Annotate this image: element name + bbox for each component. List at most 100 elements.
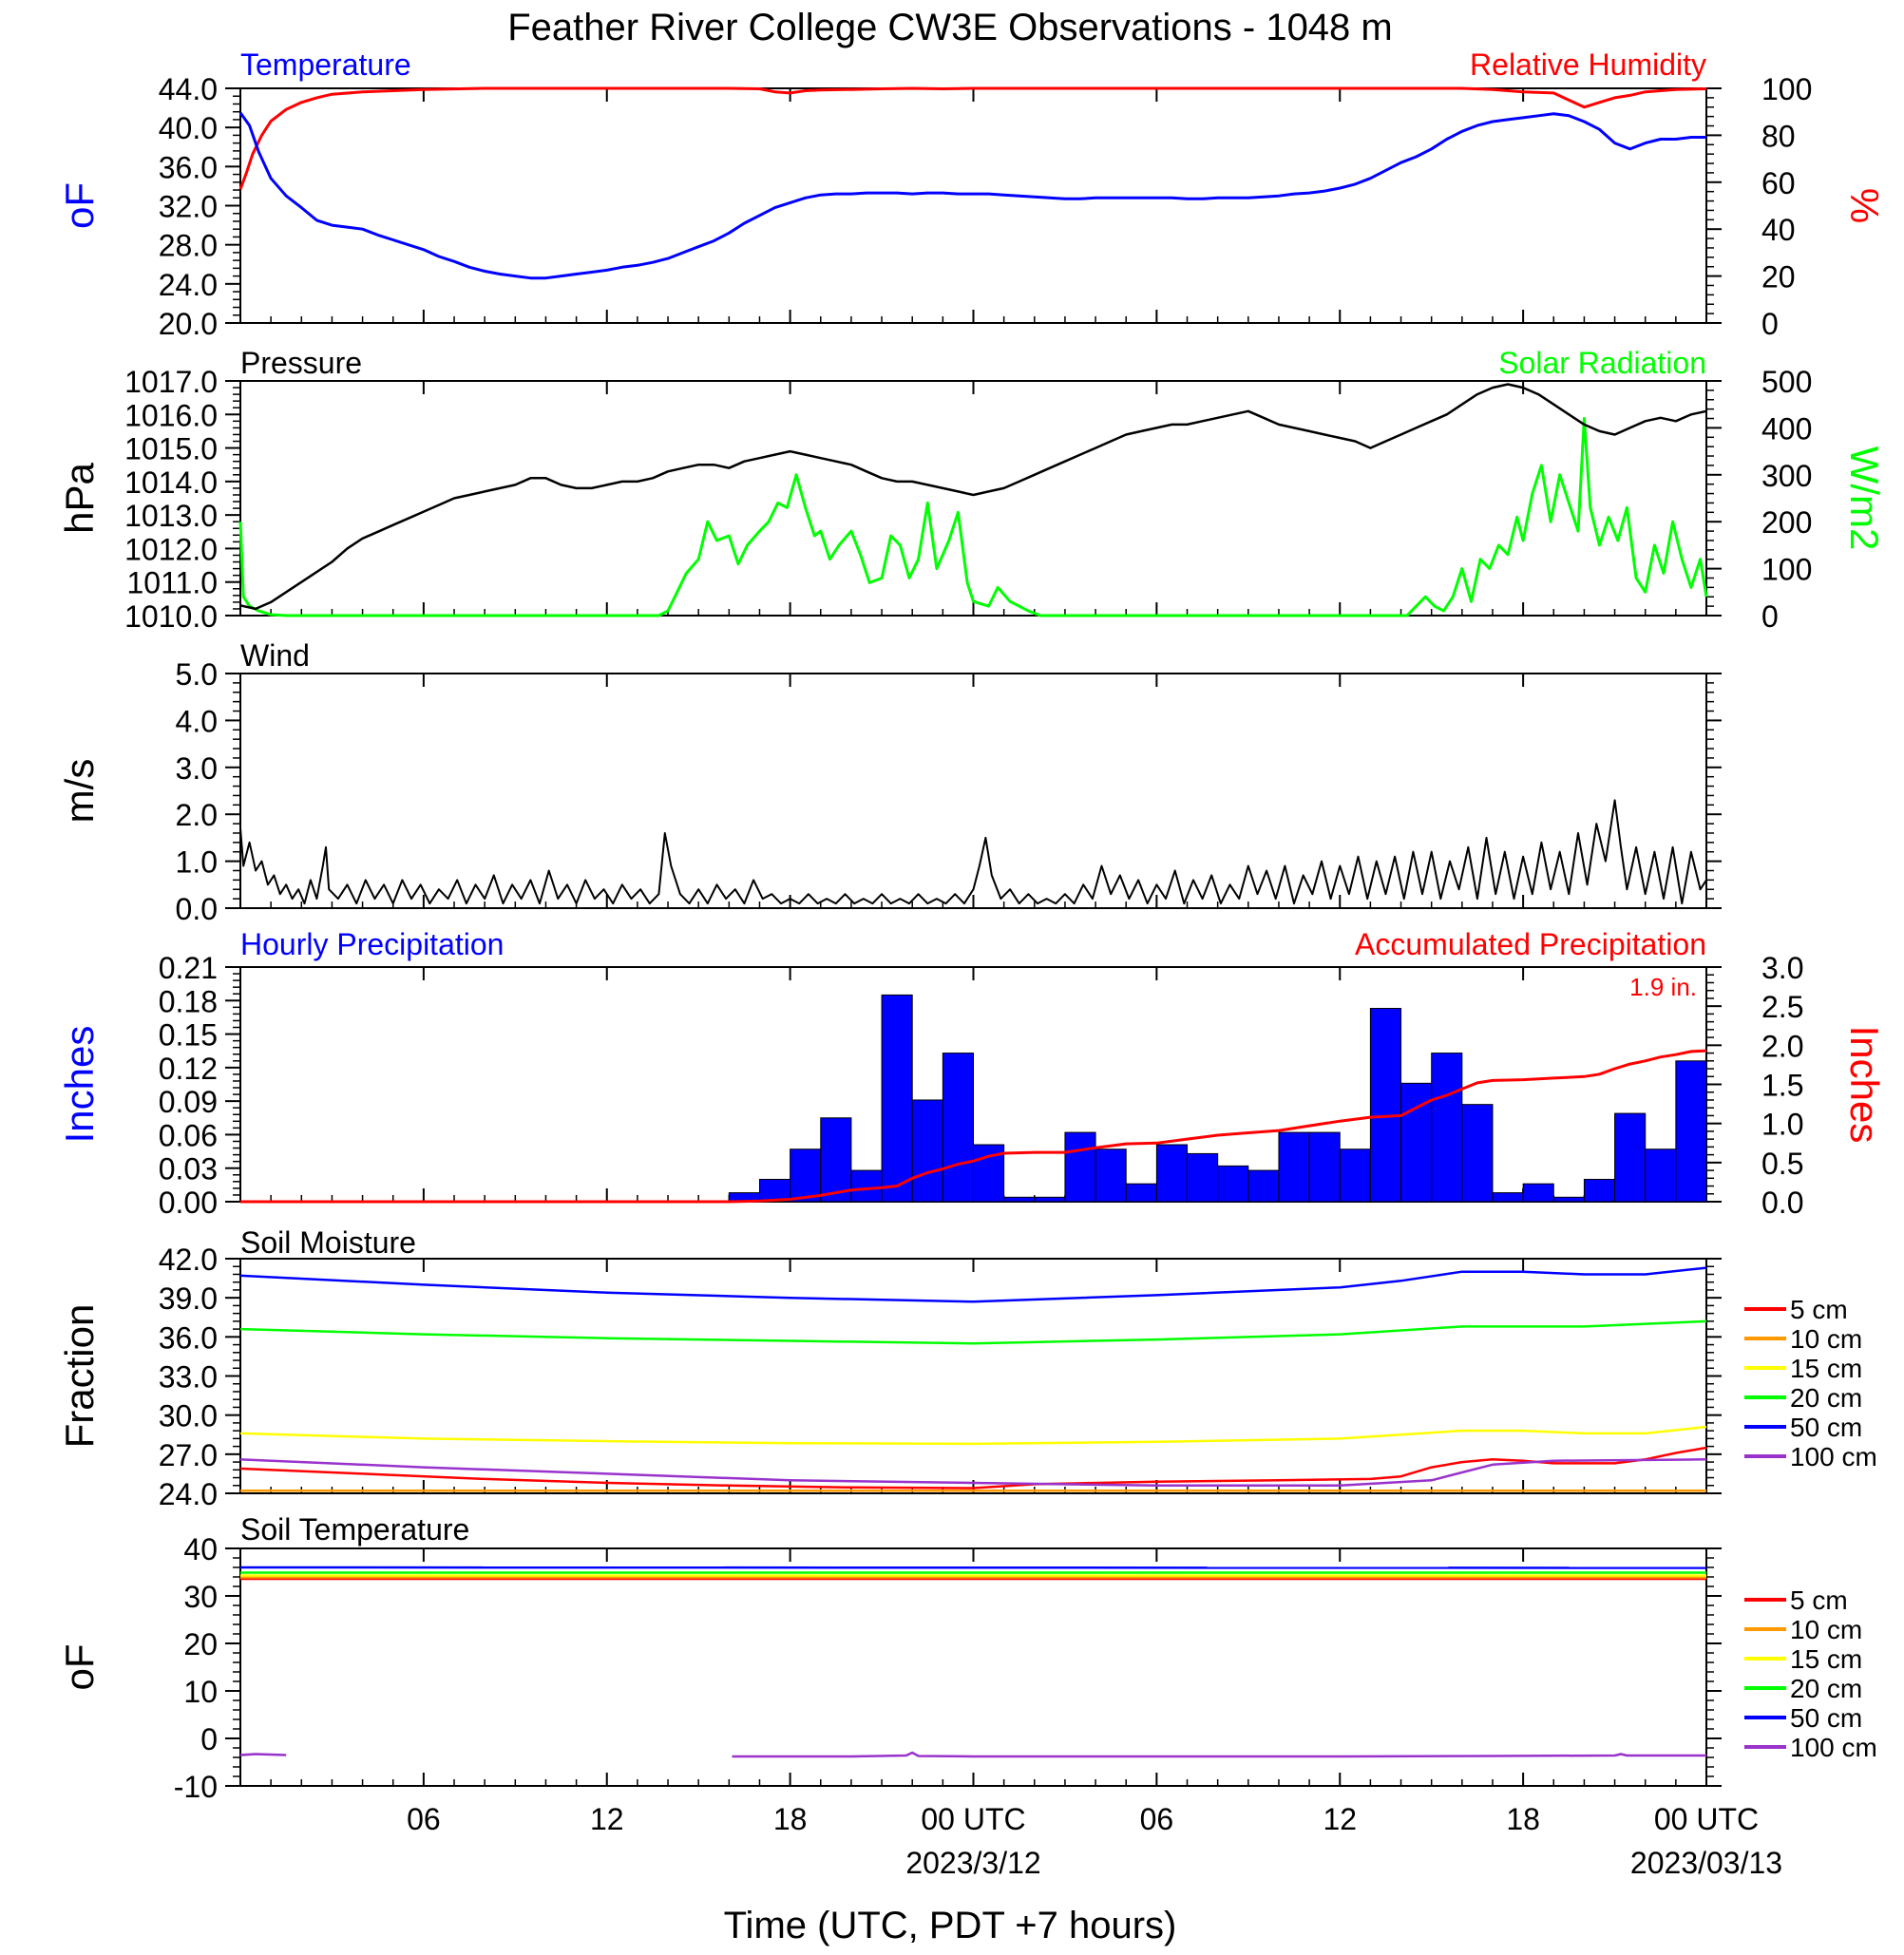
- y-right-tick-label: 2.0: [1761, 1029, 1803, 1063]
- precip-bar: [1125, 1183, 1157, 1203]
- precip-bar: [1308, 1131, 1341, 1203]
- y-tick-label: 0.00: [159, 1186, 218, 1220]
- pressure-right-title: Solar Radiation: [1498, 346, 1706, 380]
- soil-moisture-title: Soil Moisture: [240, 1225, 416, 1260]
- date-label: 2023/03/13: [1630, 1846, 1782, 1880]
- x-tick-label: 06: [1140, 1802, 1174, 1836]
- solar-radiation-line: [238, 417, 1708, 617]
- series-line-100cm: [239, 1751, 1706, 1758]
- y-right-tick-label: 0.5: [1761, 1147, 1803, 1181]
- legend-label: 10 cm: [1790, 1324, 1862, 1354]
- precip-bar: [1278, 1131, 1310, 1203]
- x-tick-label: 00 UTC: [1654, 1802, 1759, 1836]
- y-tick-label: 0.15: [159, 1018, 218, 1053]
- y-right-tick-label: 80: [1761, 119, 1796, 153]
- solar-y-axis-label: W/m2: [1842, 446, 1887, 551]
- y-tick-label: 36.0: [159, 150, 218, 184]
- y-tick-label: 33.0: [159, 1360, 218, 1395]
- y-right-tick-label: 40: [1761, 213, 1796, 247]
- legend-label: 50 cm: [1790, 1413, 1862, 1442]
- y-tick-label: 0.21: [159, 951, 218, 985]
- y-tick-label: 28.0: [159, 229, 218, 263]
- y-right-tick-label: 0.0: [1761, 1186, 1803, 1220]
- y-tick-label: 44.0: [159, 72, 218, 106]
- y-tick-label: 3.0: [176, 751, 218, 786]
- plot-frame: [239, 1547, 1707, 1787]
- plot-frame: [239, 1258, 1707, 1494]
- figure-title: Feather River College CW3E Observations …: [507, 7, 1392, 48]
- precip-bar: [881, 994, 913, 1203]
- precip-bar: [850, 1169, 883, 1203]
- plot-frame: [239, 673, 1707, 909]
- y-tick-label: 1015.0: [124, 432, 218, 466]
- y-right-tick-label: 100: [1761, 72, 1812, 106]
- precip-bar: [1492, 1192, 1524, 1203]
- precip-bar: [1003, 1196, 1036, 1203]
- y-tick-label: 39.0: [159, 1281, 218, 1316]
- soil-y-axis-label: Fraction: [57, 1304, 102, 1449]
- temp-y-axis-label: oF: [57, 182, 102, 229]
- precip-bar: [1247, 1169, 1280, 1203]
- precip-bar: [1187, 1152, 1219, 1203]
- precip-bar: [911, 1099, 943, 1203]
- y-tick-label: 4.0: [176, 704, 218, 738]
- precip-bar: [790, 1148, 822, 1203]
- soil-temperature-title: Soil Temperature: [240, 1512, 470, 1547]
- accumulated-precip-line: [240, 1049, 1707, 1204]
- wind-y-axis-label: m/s: [57, 759, 102, 824]
- precip-bar: [1552, 1196, 1585, 1203]
- y-tick-label: 1012.0: [124, 532, 218, 566]
- y-right-tick-label: 400: [1761, 411, 1812, 446]
- y-tick-label: 0.03: [159, 1152, 218, 1186]
- y-right-tick-label: 1.5: [1761, 1069, 1803, 1103]
- precip-bar: [1155, 1144, 1189, 1203]
- pressure-line: [239, 383, 1707, 611]
- y-tick-label: 0.0: [176, 892, 218, 926]
- legend-label: 5 cm: [1790, 1295, 1848, 1324]
- legend-label: 5 cm: [1790, 1585, 1848, 1615]
- humidity-line: [238, 86, 1707, 190]
- y-right-tick-label: 0: [1761, 599, 1779, 634]
- y-right-tick-label: 20: [1761, 260, 1796, 294]
- panel-temp-rh: 44.0 40.0 36.0 32.0 28.0 24.0 20.0 100 80 60 40 20 0…: [57, 72, 1887, 341]
- series-line-5cm: [239, 1446, 1707, 1490]
- x-tick-label: 06: [407, 1802, 441, 1836]
- precip-bar: [1645, 1148, 1677, 1203]
- y-tick-label: 30: [183, 1580, 218, 1614]
- x-tick-label: 12: [1323, 1802, 1357, 1836]
- y-tick-label: 20.0: [159, 307, 218, 341]
- legend-label: 100 cm: [1790, 1442, 1877, 1471]
- y-right-tick-label: 3.0: [1761, 951, 1803, 985]
- legend-label: 100 cm: [1790, 1733, 1877, 1762]
- precip-bar: [1034, 1196, 1066, 1203]
- x-tick-label: 18: [1506, 1802, 1540, 1836]
- y-tick-label: 24.0: [159, 268, 218, 302]
- y-tick-label: 32.0: [159, 190, 218, 224]
- panel-precip: 0.210.180.150.120.090.060.030.00 3.0 2.5 2.…: [57, 951, 1887, 1220]
- y-right-tick-label: 300: [1761, 459, 1812, 493]
- plot-frame: [239, 380, 1707, 617]
- y-right-tick-label: 2.5: [1761, 990, 1803, 1024]
- y-right-tick-label: 0: [1761, 307, 1779, 341]
- y-tick-label: 10: [183, 1675, 218, 1709]
- y-tick-label: 1014.0: [124, 465, 218, 500]
- y-tick-label: 36.0: [159, 1320, 218, 1355]
- series-line-15cm: [239, 1425, 1707, 1446]
- accum-precip-y-axis-label: Inches: [1842, 1026, 1887, 1144]
- precip-bar: [1675, 1060, 1707, 1203]
- y-tick-label: 24.0: [159, 1477, 218, 1511]
- precip-bar: [1095, 1148, 1127, 1203]
- y-tick-label: 1010.0: [124, 599, 218, 634]
- precip-total-annotation: 1.9 in.: [1629, 973, 1697, 1001]
- precip-bar: [1431, 1053, 1463, 1203]
- precip-right-title: Accumulated Precipitation: [1355, 927, 1706, 961]
- series-line-50cm: [239, 1266, 1707, 1303]
- precip-bar: [1400, 1082, 1433, 1203]
- x-tick-label: 18: [773, 1802, 808, 1836]
- series-line-20cm: [239, 1319, 1707, 1345]
- legend-label: 10 cm: [1790, 1615, 1862, 1644]
- series-line-100cm: [239, 1458, 1707, 1488]
- y-tick-label: 27.0: [159, 1438, 218, 1472]
- x-tick-label: 00 UTC: [921, 1802, 1025, 1836]
